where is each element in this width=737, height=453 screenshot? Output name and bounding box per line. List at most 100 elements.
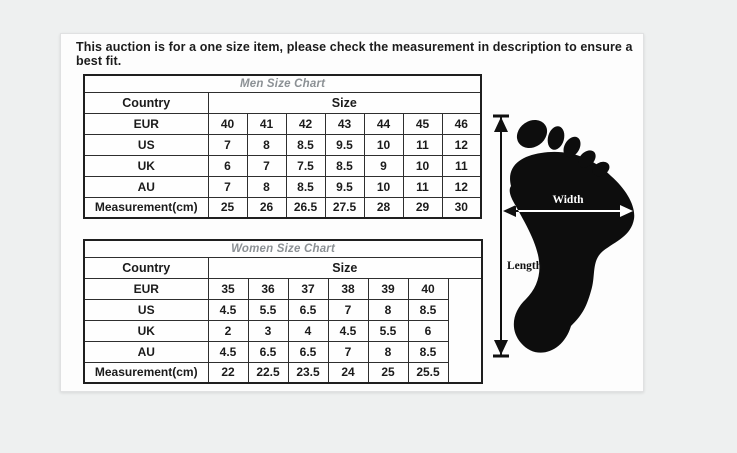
size-value-cell: 6.5 — [287, 298, 329, 321]
size-value-cell: 12 — [441, 175, 482, 198]
size-value-cell: 25 — [207, 196, 248, 219]
size-value-cell: 4 — [287, 319, 329, 342]
size-value-cell: 7.5 — [285, 154, 326, 177]
table-row: AU 7 8 8.5 9.5 10 11 12 — [83, 175, 482, 198]
table-row: AU 4.5 6.5 6.5 7 8 8.5 — [83, 340, 482, 363]
size-value-cell: 6 — [207, 154, 248, 177]
size-column-header: Size — [207, 256, 483, 279]
length-arrow — [493, 114, 509, 358]
size-value-cell: 37 — [287, 277, 329, 300]
size-value-cell: 7 — [246, 154, 287, 177]
size-value-cell: 41 — [246, 112, 287, 135]
country-column-header: Country — [83, 256, 209, 279]
size-value-cell: 9 — [363, 154, 404, 177]
size-value-cell: 24 — [327, 361, 369, 384]
size-value-cell: 4.5 — [207, 298, 249, 321]
size-value-cell: 22 — [207, 361, 249, 384]
size-value-cell: 39 — [367, 277, 409, 300]
size-value-cell: 38 — [327, 277, 369, 300]
row-label: AU — [83, 340, 209, 363]
size-value-cell: 8.5 — [407, 298, 449, 321]
size-value-cell: 8.5 — [285, 133, 326, 156]
size-value-cell: 11 — [402, 175, 443, 198]
size-value-cell: 8.5 — [324, 154, 365, 177]
size-value-cell: 10 — [363, 133, 404, 156]
size-value-cell: 6.5 — [247, 340, 289, 363]
table-row: US 7 8 8.5 9.5 10 11 12 — [83, 133, 482, 156]
size-value-cell: 10 — [402, 154, 443, 177]
size-value-cell: 42 — [285, 112, 326, 135]
table-row: UK 2 3 4 4.5 5.5 6 — [83, 319, 482, 342]
size-value-cell: 22.5 — [247, 361, 289, 384]
table-row: EUR 40 41 42 43 44 45 46 — [83, 112, 482, 135]
width-label: Width — [552, 194, 584, 206]
foot-measurement-diagram: Length Width — [493, 114, 635, 358]
size-value-cell: 4.5 — [327, 319, 369, 342]
size-value-cell: 3 — [247, 319, 289, 342]
men-chart-title: Men Size Chart — [83, 74, 482, 93]
size-value-cell: 26 — [246, 196, 287, 219]
row-label: UK — [83, 154, 209, 177]
size-value-cell: 10 — [363, 175, 404, 198]
size-value-cell: 36 — [247, 277, 289, 300]
size-value-cell: 8 — [246, 133, 287, 156]
table-title-row: Men Size Chart — [83, 74, 482, 93]
length-label: Length — [507, 260, 543, 272]
size-value-cell: 8 — [246, 175, 287, 198]
size-value-cell: 25.5 — [407, 361, 449, 384]
size-value-cell: 8.5 — [285, 175, 326, 198]
row-label: EUR — [83, 112, 209, 135]
size-value-cell: 8.5 — [407, 340, 449, 363]
row-label: Measurement(cm) — [83, 196, 209, 219]
size-value-cell: 12 — [441, 133, 482, 156]
size-value-cell: 23.5 — [287, 361, 329, 384]
size-value-cell: 6 — [407, 319, 449, 342]
women-chart-title: Women Size Chart — [83, 239, 483, 258]
table-title-row: Women Size Chart — [83, 239, 483, 258]
size-value-cell: 44 — [363, 112, 404, 135]
row-label: UK — [83, 319, 209, 342]
table-header-row: Country Size — [83, 91, 482, 114]
men-size-chart-table: Men Size Chart Country Size EUR 40 41 42 43 4… — [83, 74, 483, 219]
size-value-cell: 27.5 — [324, 196, 365, 219]
size-value-cell: 5.5 — [367, 319, 409, 342]
table-row: Measurement(cm) 22 22.5 23.5 24 25 25.5 — [83, 361, 482, 384]
size-value-cell: 11 — [441, 154, 482, 177]
row-label: US — [83, 133, 209, 156]
table-row: UK 6 7 7.5 8.5 9 10 11 — [83, 154, 482, 177]
size-value-cell: 8 — [367, 340, 409, 363]
size-value-cell: 46 — [441, 112, 482, 135]
row-label: AU — [83, 175, 209, 198]
table-header-row: Country Size — [83, 256, 483, 279]
size-value-cell: 4.5 — [207, 340, 249, 363]
foot-silhouette-icon — [509, 119, 635, 353]
size-value-cell: 25 — [367, 361, 409, 384]
size-column-header: Size — [207, 91, 482, 114]
size-value-cell: 6.5 — [287, 340, 329, 363]
size-value-cell: 26.5 — [285, 196, 326, 219]
row-label: US — [83, 298, 209, 321]
women-size-chart-table: Women Size Chart Country Size EUR 35 36 37 3… — [83, 239, 484, 384]
size-value-cell: 30 — [441, 196, 482, 219]
size-value-cell: 29 — [402, 196, 443, 219]
size-value-cell: 9.5 — [324, 175, 365, 198]
size-value-cell: 28 — [363, 196, 404, 219]
table-row: US 4.5 5.5 6.5 7 8 8.5 — [83, 298, 482, 321]
size-value-cell: 43 — [324, 112, 365, 135]
size-value-cell: 35 — [207, 277, 249, 300]
table-row: Measurement(cm) 25 26 26.5 27.5 28 29 30 — [83, 196, 482, 219]
size-value-cell: 40 — [207, 112, 248, 135]
row-label: EUR — [83, 277, 209, 300]
row-label: Measurement(cm) — [83, 361, 209, 384]
size-value-cell: 7 — [327, 340, 369, 363]
country-column-header: Country — [83, 91, 209, 114]
size-value-cell: 7 — [207, 133, 248, 156]
empty-cell — [447, 277, 483, 384]
size-value-cell: 45 — [402, 112, 443, 135]
auction-notice-text: This auction is for a one size item, ple… — [76, 40, 633, 68]
size-value-cell: 5.5 — [247, 298, 289, 321]
size-value-cell: 9.5 — [324, 133, 365, 156]
table-row: EUR 35 36 37 38 39 40 — [83, 277, 483, 384]
size-value-cell: 2 — [207, 319, 249, 342]
